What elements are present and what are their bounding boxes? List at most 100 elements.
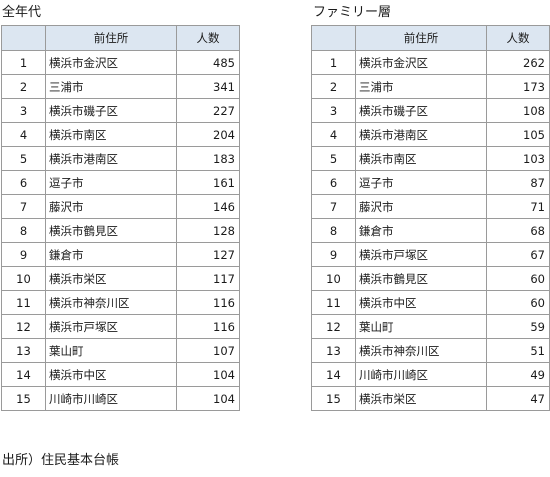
table-row: 4 横浜市南区 204 [1,122,240,147]
family-table: 前住所 人数 1 横浜市金沢区 262 2 三浦市 173 3 横浜市磯子区 108 4 横浜市港南… [311,25,550,411]
count-header: 人数 [486,25,550,51]
previous-address-cell: 横浜市戸塚区 [45,314,177,339]
count-cell: 485 [176,50,240,75]
previous-address-cell: 川崎市川崎区 [45,386,177,411]
previous-address-cell: 横浜市金沢区 [45,50,177,75]
rank-cell: 12 [1,314,46,339]
table-row: 12 葉山町 59 [311,314,550,339]
family-title: ファミリー層 [313,5,392,20]
rank-cell: 13 [311,338,356,363]
rank-cell: 2 [1,74,46,99]
count-cell: 60 [486,290,550,315]
table-row: 1 横浜市金沢区 262 [311,50,550,75]
count-cell: 341 [176,74,240,99]
table-row: 11 横浜市中区 60 [311,290,550,315]
count-cell: 68 [486,218,550,243]
table-row: 4 横浜市港南区 105 [311,122,550,147]
rank-cell: 14 [311,362,356,387]
count-cell: 117 [176,266,240,291]
count-header: 人数 [176,25,240,51]
rank-cell: 7 [1,194,46,219]
count-cell: 204 [176,122,240,147]
rank-cell: 1 [1,50,46,75]
previous-address-cell: 横浜市港南区 [355,122,487,147]
previous-address-cell: 横浜市港南区 [45,146,177,171]
count-cell: 51 [486,338,550,363]
table-row: 9 横浜市戸塚区 67 [311,242,550,267]
previous-address-cell: 横浜市中区 [355,290,487,315]
header-row: 前住所 人数 [1,25,240,51]
rank-cell: 1 [311,50,356,75]
table-row: 3 横浜市磯子区 108 [311,98,550,123]
table-row: 13 横浜市神奈川区 51 [311,338,550,363]
count-cell: 173 [486,74,550,99]
table-row: 11 横浜市神奈川区 116 [1,290,240,315]
rank-cell: 5 [311,146,356,171]
count-cell: 127 [176,242,240,267]
table-row: 12 横浜市戸塚区 116 [1,314,240,339]
count-cell: 59 [486,314,550,339]
count-cell: 67 [486,242,550,267]
rank-cell: 6 [311,170,356,195]
table-row: 14 川崎市川崎区 49 [311,362,550,387]
count-cell: 116 [176,314,240,339]
count-cell: 87 [486,170,550,195]
rank-cell: 7 [311,194,356,219]
previous-address-header: 前住所 [355,25,487,51]
rank-cell: 2 [311,74,356,99]
rank-cell: 15 [311,386,356,411]
table-row: 13 葉山町 107 [1,338,240,363]
rank-cell: 14 [1,362,46,387]
rank-cell: 4 [311,122,356,147]
count-cell: 128 [176,218,240,243]
count-cell: 227 [176,98,240,123]
table-row: 5 横浜市南区 103 [311,146,550,171]
count-cell: 161 [176,170,240,195]
table-row: 7 藤沢市 71 [311,194,550,219]
rank-cell: 13 [1,338,46,363]
count-cell: 146 [176,194,240,219]
rank-cell: 8 [1,218,46,243]
count-cell: 49 [486,362,550,387]
previous-address-cell: 藤沢市 [45,194,177,219]
table-row: 5 横浜市港南区 183 [1,146,240,171]
count-cell: 60 [486,266,550,291]
rank-header [1,25,46,51]
header-row: 前住所 人数 [311,25,550,51]
previous-address-cell: 川崎市川崎区 [355,362,487,387]
table-row: 8 鎌倉市 68 [311,218,550,243]
count-cell: 47 [486,386,550,411]
rank-cell: 10 [311,266,356,291]
previous-address-cell: 横浜市鶴見区 [355,266,487,291]
rank-cell: 11 [1,290,46,315]
table-row: 9 鎌倉市 127 [1,242,240,267]
rank-cell: 5 [1,146,46,171]
table-row: 6 逗子市 87 [311,170,550,195]
count-cell: 105 [486,122,550,147]
all-ages-table: 前住所 人数 1 横浜市金沢区 485 2 三浦市 341 3 横浜市磯子区 227 4 横浜市南区… [1,25,240,411]
previous-address-cell: 横浜市栄区 [45,266,177,291]
rank-cell: 9 [1,242,46,267]
table-row: 1 横浜市金沢区 485 [1,50,240,75]
previous-address-cell: 横浜市南区 [355,146,487,171]
previous-address-cell: 横浜市神奈川区 [45,290,177,315]
rank-cell: 4 [1,122,46,147]
previous-address-cell: 葉山町 [355,314,487,339]
count-cell: 71 [486,194,550,219]
count-cell: 104 [176,386,240,411]
rank-header [311,25,356,51]
previous-address-header: 前住所 [45,25,177,51]
previous-address-cell: 鎌倉市 [355,218,487,243]
previous-address-cell: 横浜市戸塚区 [355,242,487,267]
table-row: 6 逗子市 161 [1,170,240,195]
previous-address-cell: 横浜市南区 [45,122,177,147]
rank-cell: 8 [311,218,356,243]
count-cell: 104 [176,362,240,387]
source-note: 出所）住民基本台帳 [2,453,120,468]
count-cell: 107 [176,338,240,363]
previous-address-cell: 横浜市栄区 [355,386,487,411]
table-row: 2 三浦市 341 [1,74,240,99]
all-ages-title: 全年代 [2,5,42,20]
rank-cell: 11 [311,290,356,315]
count-cell: 183 [176,146,240,171]
